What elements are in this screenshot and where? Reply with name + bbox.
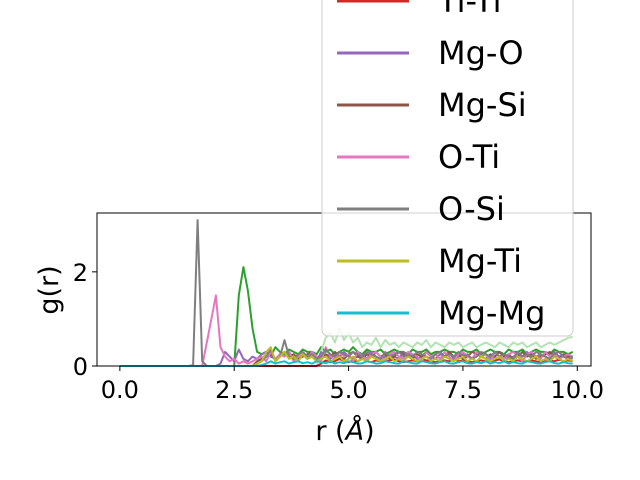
legend: Ti-Ti Mg-O Mg-Si O-Ti O-Si Mg-Ti Mg-Mg [321,0,574,337]
legend-label-ti-ti: Ti-Ti [437,0,502,20]
x-axis-ticks: 0.0 2.5 5.0 7.5 10.0 [101,366,604,404]
legend-items: Ti-Ti Mg-O Mg-Si O-Ti O-Si Mg-Ti Mg-Mg [337,0,545,332]
series-line-o-si [119,219,574,367]
x-tick-label: 2.5 [215,376,253,404]
x-tick-label: 0.0 [101,376,139,404]
y-axis-label: g(r) [34,265,65,314]
y-tick-label: 2 [73,259,88,287]
legend-label-mg-ti: Mg-Ti [438,242,522,280]
y-axis-ticks: 02 [73,259,97,381]
x-axis-label: r (Å) [315,415,374,447]
legend-label-o-si: O-Si [438,190,505,228]
legend-box [321,0,574,337]
legend-label-mg-si: Mg-Si [438,86,527,124]
y-tick-label: 0 [73,353,88,381]
x-tick-label: 5.0 [329,376,367,404]
x-tick-label: 10.0 [551,376,604,404]
legend-label-o-ti: O-Ti [438,138,500,176]
x-tick-label: 7.5 [444,376,482,404]
legend-label-mg-o: Mg-O [438,34,524,72]
legend-label-mg-mg: Mg-Mg [438,294,545,332]
